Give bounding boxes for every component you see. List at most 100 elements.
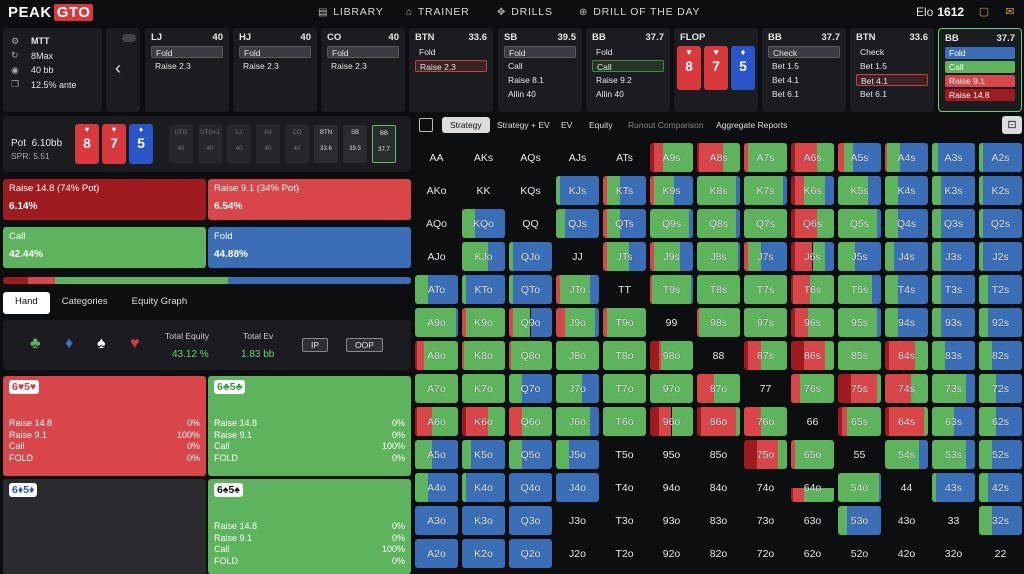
hand-cell-87s[interactable]: 87s (744, 341, 787, 370)
hand-cell-92o[interactable]: 92o (650, 539, 693, 568)
hand-cell-T8o[interactable]: T8o (603, 341, 646, 370)
hand-cell-J7o[interactable]: J7o (556, 374, 599, 403)
seat-action[interactable]: Raise 2.3 (331, 61, 367, 71)
hand-cell-QQ[interactable]: QQ (509, 209, 552, 238)
seat-lj-0[interactable]: LJ 40 Fold Raise 2.3 (145, 28, 229, 112)
hand-cell-98s[interactable]: 98s (697, 308, 740, 337)
hand-cell-62s[interactable]: 62s (979, 407, 1022, 436)
hand-cell-54o[interactable]: 54o (838, 473, 881, 502)
seat-action[interactable]: Raise 2.3 (415, 60, 487, 72)
hand-cell-64s[interactable]: 64s (885, 407, 928, 436)
seat-action[interactable]: Raise 2.3 (155, 61, 191, 71)
hand-cell-K6o[interactable]: K6o (462, 407, 505, 436)
hand-cell-J2s[interactable]: J2s (979, 242, 1022, 271)
gamepad-icon[interactable]: ⊡ (1002, 116, 1022, 134)
hand-cell-K5o[interactable]: K5o (462, 440, 505, 469)
strategy-action-2[interactable]: Call 42.44% (3, 227, 206, 268)
hand-cell-T2o[interactable]: T2o (603, 539, 646, 568)
diamond-filter-icon[interactable]: ♦ (65, 335, 74, 352)
seat-action[interactable]: Bet 6.1 (860, 89, 887, 99)
hand-cell-Q4s[interactable]: Q4s (885, 209, 928, 238)
seat-action[interactable]: Raise 9.1 (945, 75, 1015, 87)
hand-cell-AKo[interactable]: AKo (415, 176, 458, 205)
position-sb[interactable]: SB 39.5 (343, 125, 367, 163)
hand-cell-99[interactable]: 99 (650, 308, 693, 337)
hand-cell-T3o[interactable]: T3o (603, 506, 646, 535)
hand-cell-KTs[interactable]: KTs (603, 176, 646, 205)
club-filter-icon[interactable]: ♣ (30, 335, 41, 352)
toggle[interactable] (122, 34, 136, 42)
hand-cell-42s[interactable]: 42s (979, 473, 1022, 502)
hand-cell-AKs[interactable]: AKs (462, 143, 505, 172)
hand-cell-53o[interactable]: 53o (838, 506, 881, 535)
hand-cell-J6o[interactable]: J6o (556, 407, 599, 436)
position-lj[interactable]: LJ 40 (227, 125, 251, 163)
hand-cell-Q7s[interactable]: Q7s (744, 209, 787, 238)
hand-cell-A3s[interactable]: A3s (932, 143, 975, 172)
hand-cell-K3o[interactable]: K3o (462, 506, 505, 535)
hand-cell-KQs[interactable]: KQs (509, 176, 552, 205)
hand-cell-96o[interactable]: 96o (650, 407, 693, 436)
tab-strategy[interactable]: Strategy (442, 117, 490, 133)
seat-action[interactable]: Fold (596, 47, 613, 57)
hand-cell-A5s[interactable]: A5s (838, 143, 881, 172)
hand-cell-A7o[interactable]: A7o (415, 374, 458, 403)
seat-bb-5[interactable]: BB 37.7 Fold Call Raise 9.2 Allin 40 (586, 28, 670, 112)
hand-cell-A6o[interactable]: A6o (415, 407, 458, 436)
logo[interactable]: PEAK GTO (8, 4, 94, 21)
hand-cell-77[interactable]: 77 (744, 374, 787, 403)
position-utg+1[interactable]: UTG+1 40 (198, 125, 222, 163)
tab-ev[interactable]: EV (561, 120, 573, 130)
hand-cell-86s[interactable]: 86s (791, 341, 834, 370)
seat-btn-3[interactable]: BTN 33.6 Fold Raise 2.3 (409, 28, 493, 112)
hand-cell-52o[interactable]: 52o (838, 539, 881, 568)
hand-cell-52s[interactable]: 52s (979, 440, 1022, 469)
hand-cell-J9s[interactable]: J9s (650, 242, 693, 271)
hand-cell-K3s[interactable]: K3s (932, 176, 975, 205)
hand-cell-32o[interactable]: 32o (932, 539, 975, 568)
nav-trainer[interactable]: ⌂ TRAINER (406, 6, 470, 18)
tab-runout-comparison[interactable]: Runout Comparison (628, 120, 704, 130)
seat-hj-1[interactable]: HJ 40 Fold Raise 2.3 (233, 28, 317, 112)
hand-cell-ATo[interactable]: ATo (415, 275, 458, 304)
hand-cell-83s[interactable]: 83s (932, 341, 975, 370)
hand-cell-K7o[interactable]: K7o (462, 374, 505, 403)
hand-cell-A6s[interactable]: A6s (791, 143, 834, 172)
hand-cell-73s[interactable]: 73s (932, 374, 975, 403)
hand-cell-98o[interactable]: 98o (650, 341, 693, 370)
oop-button[interactable]: OOP (346, 338, 383, 352)
hand-cell-85o[interactable]: 85o (697, 440, 740, 469)
hand-cell-Q8o[interactable]: Q8o (509, 341, 552, 370)
hand-cell-T4o[interactable]: T4o (603, 473, 646, 502)
tab-equity[interactable]: Equity (589, 120, 613, 130)
hand-cell-KQo[interactable]: KQo (462, 209, 505, 238)
seat-sb-4[interactable]: SB 39.5 Fold Call Raise 8.1 Allin 40 (498, 28, 582, 112)
hand-cell-82s[interactable]: 82s (979, 341, 1022, 370)
hand-cell-86o[interactable]: 86o (697, 407, 740, 436)
hand-cell-32s[interactable]: 32s (979, 506, 1022, 535)
hand-cell-Q6s[interactable]: Q6s (791, 209, 834, 238)
game-settings[interactable]: ⚙ MTT ↻ 8Max ◉ 40 bb ❐ 12.5% ante (3, 28, 102, 112)
hand-cell-J5o[interactable]: J5o (556, 440, 599, 469)
hand-cell-K2s[interactable]: K2s (979, 176, 1022, 205)
hand-cell-J8o[interactable]: J8o (556, 341, 599, 370)
hand-cell-AJo[interactable]: AJo (415, 242, 458, 271)
seat-bb-6[interactable]: BB 37.7 Check Bet 1.5 Bet 4.1 Bet 6.1 (762, 28, 846, 112)
hand-cell-A4s[interactable]: A4s (885, 143, 928, 172)
hand-cell-T3s[interactable]: T3s (932, 275, 975, 304)
hand-cell-J2o[interactable]: J2o (556, 539, 599, 568)
tab-strategy-ev[interactable]: Strategy + EV (497, 120, 550, 130)
hand-cell-A2o[interactable]: A2o (415, 539, 458, 568)
back-button[interactable]: ‹ (106, 28, 140, 112)
hand-cell-Q9s[interactable]: Q9s (650, 209, 693, 238)
hand-cell-76s[interactable]: 76s (791, 374, 834, 403)
hand-cell-84o[interactable]: 84o (697, 473, 740, 502)
hand-cell-J4s[interactable]: J4s (885, 242, 928, 271)
hand-cell-J7s[interactable]: J7s (744, 242, 787, 271)
hand-cell-92s[interactable]: 92s (979, 308, 1022, 337)
hand-cell-K9o[interactable]: K9o (462, 308, 505, 337)
hand-cell-44[interactable]: 44 (885, 473, 928, 502)
hand-cell-T6o[interactable]: T6o (603, 407, 646, 436)
hand-cell-T2s[interactable]: T2s (979, 275, 1022, 304)
hand-cell-J8s[interactable]: J8s (697, 242, 740, 271)
